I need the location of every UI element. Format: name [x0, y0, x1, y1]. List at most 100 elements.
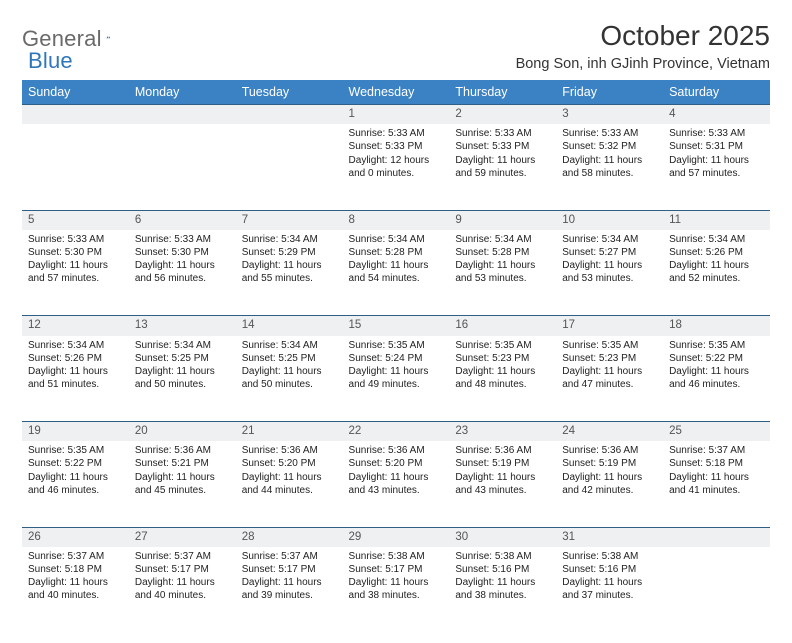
day-cell: Sunrise: 5:34 AMSunset: 5:26 PMDaylight:… [22, 336, 129, 422]
day-cell-line: and 57 minutes. [28, 272, 123, 285]
day-cell-line: and 56 minutes. [135, 272, 230, 285]
day-cell-line: Sunset: 5:32 PM [562, 140, 657, 153]
week-content-row: Sunrise: 5:37 AMSunset: 5:18 PMDaylight:… [22, 547, 770, 633]
logo-text-blue-wrap: Blue [28, 48, 73, 74]
day-number: 11 [663, 210, 770, 230]
day-cell-line: Sunset: 5:27 PM [562, 246, 657, 259]
day-cell: Sunrise: 5:36 AMSunset: 5:21 PMDaylight:… [129, 441, 236, 527]
day-cell-line: Daylight: 11 hours [28, 259, 123, 272]
day-cell-line: Daylight: 11 hours [562, 471, 657, 484]
day-cell: Sunrise: 5:33 AMSunset: 5:30 PMDaylight:… [22, 230, 129, 316]
week-content-row: Sunrise: 5:33 AMSunset: 5:30 PMDaylight:… [22, 230, 770, 316]
day-cell-line: Sunrise: 5:34 AM [669, 233, 764, 246]
day-cell-line: and 55 minutes. [242, 272, 337, 285]
day-cell-line: Sunrise: 5:35 AM [669, 339, 764, 352]
day-cell: Sunrise: 5:33 AMSunset: 5:33 PMDaylight:… [343, 124, 450, 210]
week-daynum-row: 567891011 [22, 210, 770, 230]
day-cell-line: Daylight: 11 hours [349, 576, 444, 589]
day-cell: Sunrise: 5:37 AMSunset: 5:17 PMDaylight:… [129, 547, 236, 633]
day-cell-line: and 38 minutes. [455, 589, 550, 602]
day-cell-line: Sunrise: 5:38 AM [562, 550, 657, 563]
day-cell-line: Sunset: 5:22 PM [669, 352, 764, 365]
day-cell: Sunrise: 5:35 AMSunset: 5:22 PMDaylight:… [22, 441, 129, 527]
day-cell-line: Daylight: 11 hours [562, 154, 657, 167]
week-content-row: Sunrise: 5:35 AMSunset: 5:22 PMDaylight:… [22, 441, 770, 527]
day-cell-line: Sunset: 5:28 PM [455, 246, 550, 259]
day-number [663, 527, 770, 547]
day-cell-line: and 53 minutes. [455, 272, 550, 285]
day-number: 4 [663, 105, 770, 125]
day-cell-line: Sunrise: 5:33 AM [669, 127, 764, 140]
day-cell-line: and 54 minutes. [349, 272, 444, 285]
day-cell-line: and 50 minutes. [135, 378, 230, 391]
day-cell-line: Sunset: 5:33 PM [349, 140, 444, 153]
day-number: 9 [449, 210, 556, 230]
day-cell-line: Daylight: 11 hours [135, 471, 230, 484]
day-cell-line: Daylight: 11 hours [135, 365, 230, 378]
day-cell-line: Sunrise: 5:35 AM [349, 339, 444, 352]
day-cell-line: Sunset: 5:18 PM [669, 457, 764, 470]
day-cell-line: Sunrise: 5:34 AM [562, 233, 657, 246]
day-cell-line: and 40 minutes. [28, 589, 123, 602]
day-number: 1 [343, 105, 450, 125]
day-number: 18 [663, 316, 770, 336]
calendar-table: Sunday Monday Tuesday Wednesday Thursday… [22, 80, 770, 633]
logo-sail-icon [106, 28, 110, 46]
day-number: 27 [129, 527, 236, 547]
day-cell: Sunrise: 5:35 AMSunset: 5:22 PMDaylight:… [663, 336, 770, 422]
day-number: 26 [22, 527, 129, 547]
day-cell-line: Sunrise: 5:37 AM [242, 550, 337, 563]
day-cell: Sunrise: 5:37 AMSunset: 5:17 PMDaylight:… [236, 547, 343, 633]
day-number: 29 [343, 527, 450, 547]
day-cell-line: Sunrise: 5:34 AM [349, 233, 444, 246]
day-cell-line: Sunrise: 5:35 AM [562, 339, 657, 352]
day-cell-line: Sunset: 5:17 PM [135, 563, 230, 576]
day-cell-line: Daylight: 11 hours [669, 365, 764, 378]
dayhead-wed: Wednesday [343, 80, 450, 105]
day-cell-line: Sunset: 5:17 PM [242, 563, 337, 576]
day-cell-line: and 45 minutes. [135, 484, 230, 497]
day-cell-line: Sunset: 5:30 PM [28, 246, 123, 259]
day-cell-line: and 37 minutes. [562, 589, 657, 602]
day-cell-line: Sunrise: 5:34 AM [28, 339, 123, 352]
day-number: 24 [556, 422, 663, 442]
dayhead-tue: Tuesday [236, 80, 343, 105]
day-cell-line: Sunset: 5:16 PM [562, 563, 657, 576]
day-cell-line: Daylight: 11 hours [455, 154, 550, 167]
day-cell-line: Sunset: 5:20 PM [242, 457, 337, 470]
day-cell-line: Sunrise: 5:36 AM [242, 444, 337, 457]
day-cell-line: Daylight: 11 hours [28, 576, 123, 589]
day-cell-line: Daylight: 11 hours [455, 576, 550, 589]
day-cell-line: Daylight: 11 hours [669, 259, 764, 272]
day-cell-line: Daylight: 11 hours [455, 471, 550, 484]
day-cell-line: Sunset: 5:24 PM [349, 352, 444, 365]
day-cell: Sunrise: 5:37 AMSunset: 5:18 PMDaylight:… [22, 547, 129, 633]
day-cell: Sunrise: 5:33 AMSunset: 5:31 PMDaylight:… [663, 124, 770, 210]
day-cell: Sunrise: 5:33 AMSunset: 5:32 PMDaylight:… [556, 124, 663, 210]
day-number: 25 [663, 422, 770, 442]
day-cell-line: Sunset: 5:17 PM [349, 563, 444, 576]
day-cell-line: Daylight: 11 hours [455, 365, 550, 378]
day-cell: Sunrise: 5:33 AMSunset: 5:33 PMDaylight:… [449, 124, 556, 210]
day-cell: Sunrise: 5:36 AMSunset: 5:19 PMDaylight:… [556, 441, 663, 527]
day-cell [129, 124, 236, 210]
day-cell-line: and 0 minutes. [349, 167, 444, 180]
day-number: 23 [449, 422, 556, 442]
day-cell: Sunrise: 5:35 AMSunset: 5:24 PMDaylight:… [343, 336, 450, 422]
day-cell: Sunrise: 5:38 AMSunset: 5:16 PMDaylight:… [449, 547, 556, 633]
day-cell: Sunrise: 5:34 AMSunset: 5:29 PMDaylight:… [236, 230, 343, 316]
day-cell-line: Sunrise: 5:33 AM [28, 233, 123, 246]
dayhead-fri: Friday [556, 80, 663, 105]
day-cell: Sunrise: 5:34 AMSunset: 5:25 PMDaylight:… [129, 336, 236, 422]
day-cell-line: and 53 minutes. [562, 272, 657, 285]
week-daynum-row: 19202122232425 [22, 422, 770, 442]
day-number: 2 [449, 105, 556, 125]
day-cell-line: Sunset: 5:31 PM [669, 140, 764, 153]
day-number [236, 105, 343, 125]
day-cell: Sunrise: 5:38 AMSunset: 5:17 PMDaylight:… [343, 547, 450, 633]
day-cell: Sunrise: 5:37 AMSunset: 5:18 PMDaylight:… [663, 441, 770, 527]
day-cell-line: and 43 minutes. [349, 484, 444, 497]
day-number: 22 [343, 422, 450, 442]
day-cell-line: Daylight: 11 hours [242, 576, 337, 589]
day-number: 13 [129, 316, 236, 336]
